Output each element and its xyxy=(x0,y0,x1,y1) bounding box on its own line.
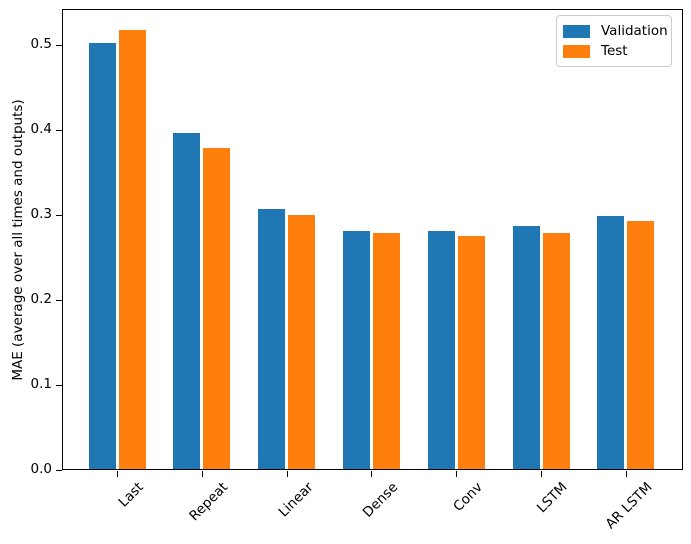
x-tick-mark xyxy=(541,471,543,477)
x-tick-mark xyxy=(201,471,203,477)
bar-test-dense xyxy=(372,233,400,469)
legend-item-test: Test xyxy=(563,44,671,58)
bar-test-ar-lstm xyxy=(627,220,655,469)
y-tick-label: 0.5 xyxy=(30,35,52,52)
y-tick-label: 0.0 xyxy=(30,461,52,477)
x-tick-mark xyxy=(625,471,627,477)
bar-validation-conv xyxy=(427,230,455,469)
y-tick-label: 0.1 xyxy=(30,375,52,392)
x-tick-mark xyxy=(286,471,288,477)
x-tick-mark xyxy=(456,471,458,477)
bar-test-last xyxy=(118,30,146,469)
y-tick-mark xyxy=(56,44,62,46)
y-tick-mark xyxy=(56,299,62,301)
bar-validation-last xyxy=(88,42,116,469)
y-tick-mark xyxy=(56,384,62,386)
validation-color-swatch xyxy=(563,24,590,38)
x-tick-label-linear: Linear xyxy=(275,479,317,521)
bar-validation-linear xyxy=(258,208,286,469)
y-tick-mark xyxy=(56,470,62,471)
x-tick-mark xyxy=(371,471,373,477)
bar-test-conv xyxy=(457,235,485,469)
y-tick-label: 0.3 xyxy=(30,205,52,222)
bar-test-repeat xyxy=(203,148,231,469)
x-tick-mark xyxy=(117,471,118,477)
legend-label-test: Test xyxy=(601,43,628,59)
x-tick-label-last: Last xyxy=(115,479,147,511)
x-tick-label-repeat: Repeat xyxy=(186,479,232,525)
y-tick-label: 0.4 xyxy=(30,120,52,137)
test-color-swatch xyxy=(563,44,590,58)
bar-validation-lstm xyxy=(512,225,540,469)
x-tick-label-conv: Conv xyxy=(450,479,486,515)
legend-label-validation: Validation xyxy=(601,23,668,39)
y-tick-mark xyxy=(56,214,62,216)
bar-validation-repeat xyxy=(173,133,201,469)
legend: Validation Test xyxy=(556,15,672,67)
legend-item-validation: Validation xyxy=(563,24,671,38)
y-axis-label: MAE (average over all times and outputs) xyxy=(10,99,26,381)
x-tick-label-ar-lstm: AR LSTM xyxy=(602,479,656,533)
y-tick-label: 0.2 xyxy=(30,290,52,307)
bar-validation-dense xyxy=(342,230,370,469)
bar-validation-ar-lstm xyxy=(597,215,625,469)
y-tick-mark xyxy=(56,129,62,131)
bars-layer xyxy=(63,10,682,469)
plot-area xyxy=(62,9,683,470)
bar-test-linear xyxy=(288,214,316,469)
x-tick-label-lstm: LSTM xyxy=(533,479,571,517)
x-tick-label-dense: Dense xyxy=(359,479,402,521)
bar-test-lstm xyxy=(542,233,570,469)
